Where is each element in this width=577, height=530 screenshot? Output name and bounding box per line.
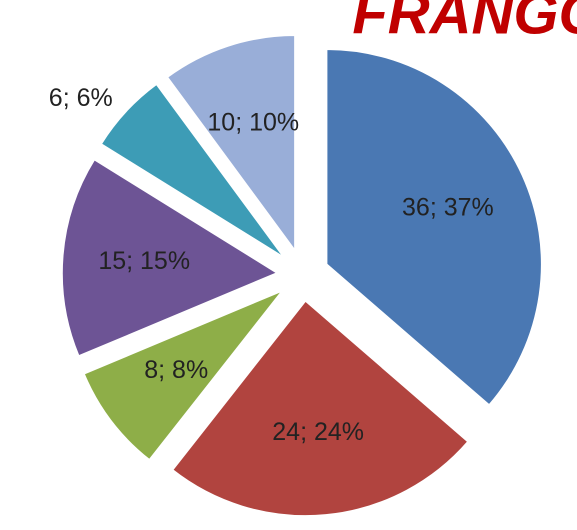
pie-slice bbox=[325, 48, 543, 407]
pie-slice bbox=[61, 158, 279, 357]
pie-slice bbox=[83, 288, 285, 461]
data-label: 8; 8% bbox=[144, 356, 208, 384]
data-label: 15; 15% bbox=[98, 247, 190, 275]
pie-slice bbox=[171, 299, 470, 517]
chart-title: FRANGO bbox=[352, 0, 577, 46]
pie-slice bbox=[100, 83, 285, 258]
data-label: 36; 37% bbox=[402, 193, 494, 221]
data-label: 10; 10% bbox=[207, 108, 299, 136]
pie-slice bbox=[166, 34, 296, 253]
data-label: 24; 24% bbox=[272, 418, 364, 446]
data-label: 6; 6% bbox=[49, 84, 113, 112]
